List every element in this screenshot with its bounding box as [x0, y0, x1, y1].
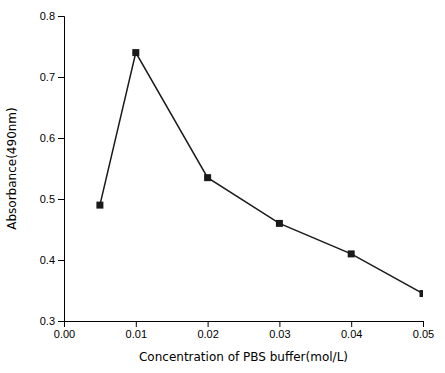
axis-line — [58, 17, 65, 322]
tick-mark — [58, 77, 64, 78]
marker — [132, 49, 139, 56]
tick-mark — [58, 260, 64, 261]
tick: 0.01 — [126, 321, 147, 340]
marker — [348, 250, 355, 257]
marker — [420, 290, 424, 297]
x-axis: 0.00 0.01 0.02 0.03 0.04 0.05 — [54, 321, 434, 340]
tick: 0.04 — [341, 321, 362, 340]
marker — [96, 202, 103, 209]
tick-mark — [136, 321, 137, 327]
tick-label: 0.6 — [40, 132, 55, 144]
tick: 0.7 — [40, 71, 64, 83]
tick: 0.05 — [413, 321, 434, 340]
marks — [96, 49, 423, 297]
tick: 0.00 — [54, 321, 75, 340]
marker — [204, 174, 211, 181]
tick-mark — [279, 321, 280, 327]
x-axis-title: Concentration of PBS buffer(mol/L) — [139, 350, 348, 364]
tick-mark — [351, 321, 352, 327]
y-axis: 0.3 0.4 0.5 0.6 0.7 0.8 — [40, 10, 65, 327]
tick: 0.8 — [40, 10, 64, 22]
tick-label: 0.3 — [40, 315, 55, 327]
tick-label: 0.03 — [269, 328, 290, 340]
tick-mark — [58, 138, 64, 139]
tick-label: 0.7 — [40, 71, 55, 83]
tick: 0.02 — [197, 321, 218, 340]
tick-label: 0.02 — [197, 328, 218, 340]
tick-label: 0.4 — [40, 254, 55, 266]
tick: 0.4 — [40, 254, 64, 266]
tick-mark — [208, 321, 209, 327]
tick-label: 0.04 — [341, 328, 362, 340]
tick: 0.3 — [40, 315, 64, 327]
axis-line — [65, 322, 424, 328]
y-axis-title: Absorbance(490nm) — [5, 107, 19, 229]
tick: 0.6 — [40, 132, 64, 144]
tick-label: 0.8 — [40, 10, 55, 22]
tick-mark — [58, 321, 64, 322]
tick-label: 0.05 — [413, 328, 434, 340]
tick-label: 0.5 — [40, 193, 55, 205]
tick-mark — [58, 16, 64, 17]
line — [100, 53, 423, 294]
tick-mark — [423, 321, 424, 327]
marker — [276, 220, 283, 227]
tick-label: 0.01 — [126, 328, 147, 340]
tick-mark — [58, 199, 64, 200]
plot: 0.000.010.020.030.040.050.30.40.50.60.70… — [40, 10, 435, 340]
tick-label: 0.00 — [54, 328, 75, 340]
tick: 0.03 — [269, 321, 290, 340]
chart: 0.000.010.020.030.040.050.30.40.50.60.70… — [0, 0, 445, 373]
tick: 0.5 — [40, 193, 64, 205]
